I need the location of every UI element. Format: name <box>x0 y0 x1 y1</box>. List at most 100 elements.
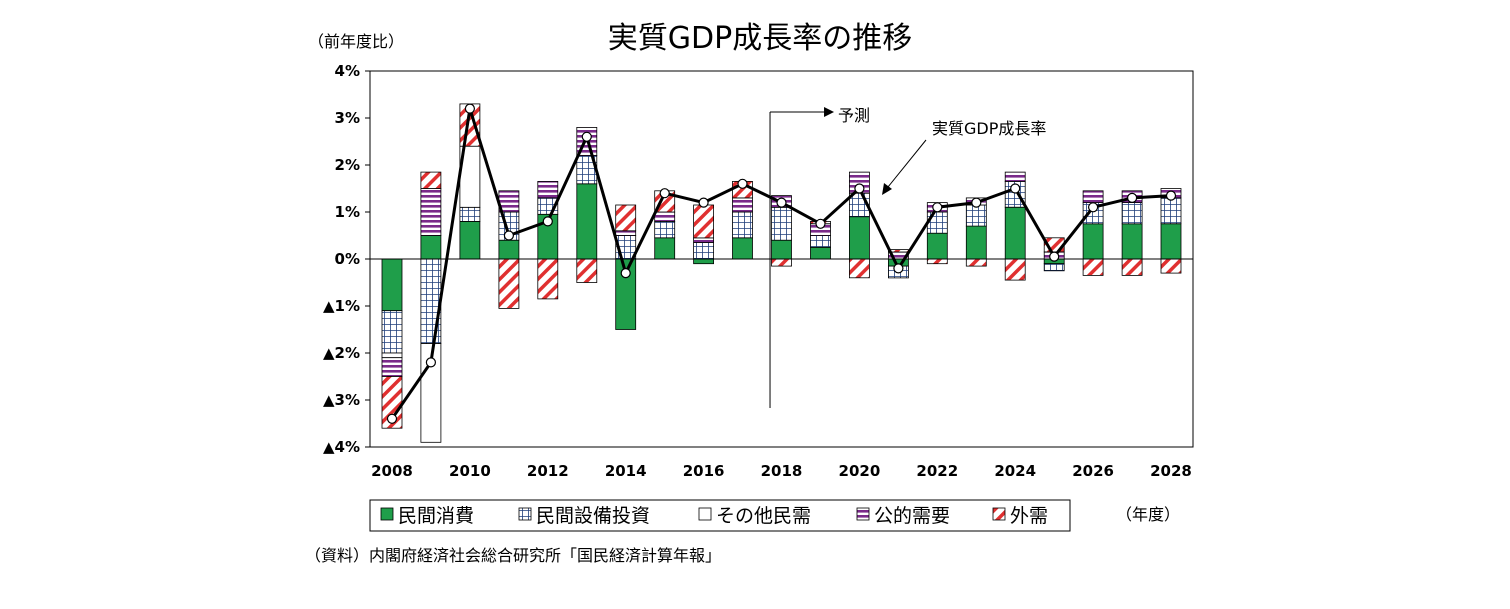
bar-2023-s0 <box>965 225 987 260</box>
gdp-point-2022 <box>932 202 943 213</box>
bar-2017-s1 <box>732 211 753 239</box>
x-tick-label: 2028 <box>1150 462 1192 480</box>
gdp-point-2018 <box>776 197 787 208</box>
gdp-point-2023 <box>971 197 982 208</box>
x-tick-label: 2016 <box>683 462 725 480</box>
x-tick-label: 2022 <box>916 462 958 480</box>
bar-2019-s0 <box>810 246 831 260</box>
gdp-point-2009 <box>425 357 436 368</box>
bar-2024-s0 <box>1004 206 1026 260</box>
bar-2019-s1 <box>810 235 831 248</box>
bar-2018-s1 <box>771 206 792 241</box>
source-note: （資料）内閣府経済社会総合研究所「国民経済計算年報」 <box>305 546 721 565</box>
gdp-point-2024 <box>1010 183 1021 194</box>
gdp-point-2028 <box>1165 190 1177 201</box>
gdp-point-2017 <box>737 178 748 189</box>
overlay-group <box>370 103 1193 424</box>
bar-2018-s4 <box>771 258 792 267</box>
bar-2023-s1 <box>965 204 987 227</box>
x-axis-unit-label: （年度） <box>1116 505 1180 524</box>
gdp-point-2008 <box>386 413 398 424</box>
y-tick-label: ▲4% <box>323 438 360 456</box>
bar-2009-s1 <box>420 258 442 344</box>
bar-2017-s3 <box>732 197 753 213</box>
bar-2010-s0 <box>459 220 481 260</box>
chart-title: 実質GDP成長率の推移 <box>608 21 912 56</box>
bar-2017-s0 <box>732 237 753 260</box>
bar-2012-s4 <box>537 258 559 300</box>
y-tick-label: 1% <box>335 203 360 221</box>
bar-2023-s4 <box>965 258 987 267</box>
y-tick-label: ▲2% <box>323 344 360 362</box>
bar-2024-s3 <box>1004 171 1026 182</box>
x-tick-label: 2026 <box>1072 462 1114 480</box>
gdp-pointer-head <box>882 183 892 195</box>
bar-2008-s3 <box>381 357 403 377</box>
legend-label-2: その他民需 <box>716 505 811 527</box>
bar-2014-s3 <box>615 230 637 236</box>
gdp-point-2010 <box>464 103 475 114</box>
x-tick-label: 2018 <box>761 462 803 480</box>
y-ticks-group: 4% 3% 2% 1% 0% ▲1% ▲2% ▲3% ▲4% <box>323 62 370 456</box>
bar-2009-s0 <box>420 235 442 260</box>
legend-label-4: 外需 <box>1010 505 1048 527</box>
legend-swatch-2 <box>698 507 712 521</box>
gdp-point-2019 <box>815 218 826 229</box>
bar-2028-s0 <box>1160 223 1182 260</box>
bar-2016-s4 <box>693 204 714 239</box>
y-tick-label: 3% <box>335 109 360 127</box>
bar-2016-s0 <box>693 258 714 265</box>
bar-2027-s1 <box>1121 202 1143 225</box>
legend-swatch-0 <box>380 507 394 521</box>
bar-2008-s2 <box>381 352 403 359</box>
bar-2028-s1 <box>1160 197 1182 225</box>
x-tick-label: 2008 <box>371 462 413 480</box>
y-tick-label: ▲1% <box>323 297 360 315</box>
gdp-point-2025 <box>1049 251 1060 262</box>
legend-swatch-1 <box>518 507 532 521</box>
bar-2008-s0 <box>381 258 403 312</box>
y-tick-label: ▲3% <box>323 391 360 409</box>
bar-2020-s0 <box>849 216 870 260</box>
bar-2009-s3 <box>420 188 442 236</box>
y-tick-label: 4% <box>335 62 360 80</box>
bar-2016-s3 <box>693 237 714 243</box>
bar-2013-s4 <box>576 258 598 283</box>
gdp-point-2012 <box>542 216 553 227</box>
bar-2015-s3 <box>654 211 676 222</box>
bar-2018-s0 <box>771 239 792 260</box>
bar-2010-s1 <box>459 206 481 222</box>
gdp-point-2027 <box>1126 192 1138 203</box>
forecast-arrow-head <box>824 107 835 117</box>
bar-2015-s0 <box>654 237 676 260</box>
y-axis-label: （前年度比） <box>308 32 404 51</box>
bar-2022-s0 <box>926 232 948 260</box>
gdp-point-2026 <box>1087 202 1099 213</box>
bar-2009-s4 <box>420 171 442 189</box>
legend-swatch-4 <box>992 507 1006 521</box>
bar-2027-s0 <box>1121 223 1143 260</box>
legend-label-0: 民間消費 <box>398 505 474 527</box>
legend-label-3: 公的需要 <box>874 505 950 527</box>
bar-2028-s4 <box>1160 258 1182 274</box>
bar-2013-s0 <box>576 183 598 260</box>
bars-group <box>381 103 1182 443</box>
legend-swatch-3 <box>856 507 870 521</box>
bar-2015-s1 <box>654 220 676 239</box>
x-tick-label: 2014 <box>605 462 647 480</box>
bar-2012-s3 <box>537 180 559 199</box>
gdp-point-2020 <box>854 183 865 194</box>
gdp-point-2021 <box>893 263 904 274</box>
x-tick-label: 2020 <box>839 462 881 480</box>
gdp-point-2016 <box>698 197 709 208</box>
y-tick-label: 0% <box>335 250 360 268</box>
legend-label-1: 民間設備投資 <box>536 505 650 527</box>
x-tick-label: 2024 <box>994 462 1036 480</box>
legend-box <box>369 499 1071 532</box>
bar-2026-s3 <box>1082 190 1104 204</box>
bar-2022-s1 <box>926 211 948 234</box>
bar-2016-s1 <box>693 242 714 260</box>
bar-2011-s4 <box>498 258 520 309</box>
gdp-point-2011 <box>503 230 514 241</box>
